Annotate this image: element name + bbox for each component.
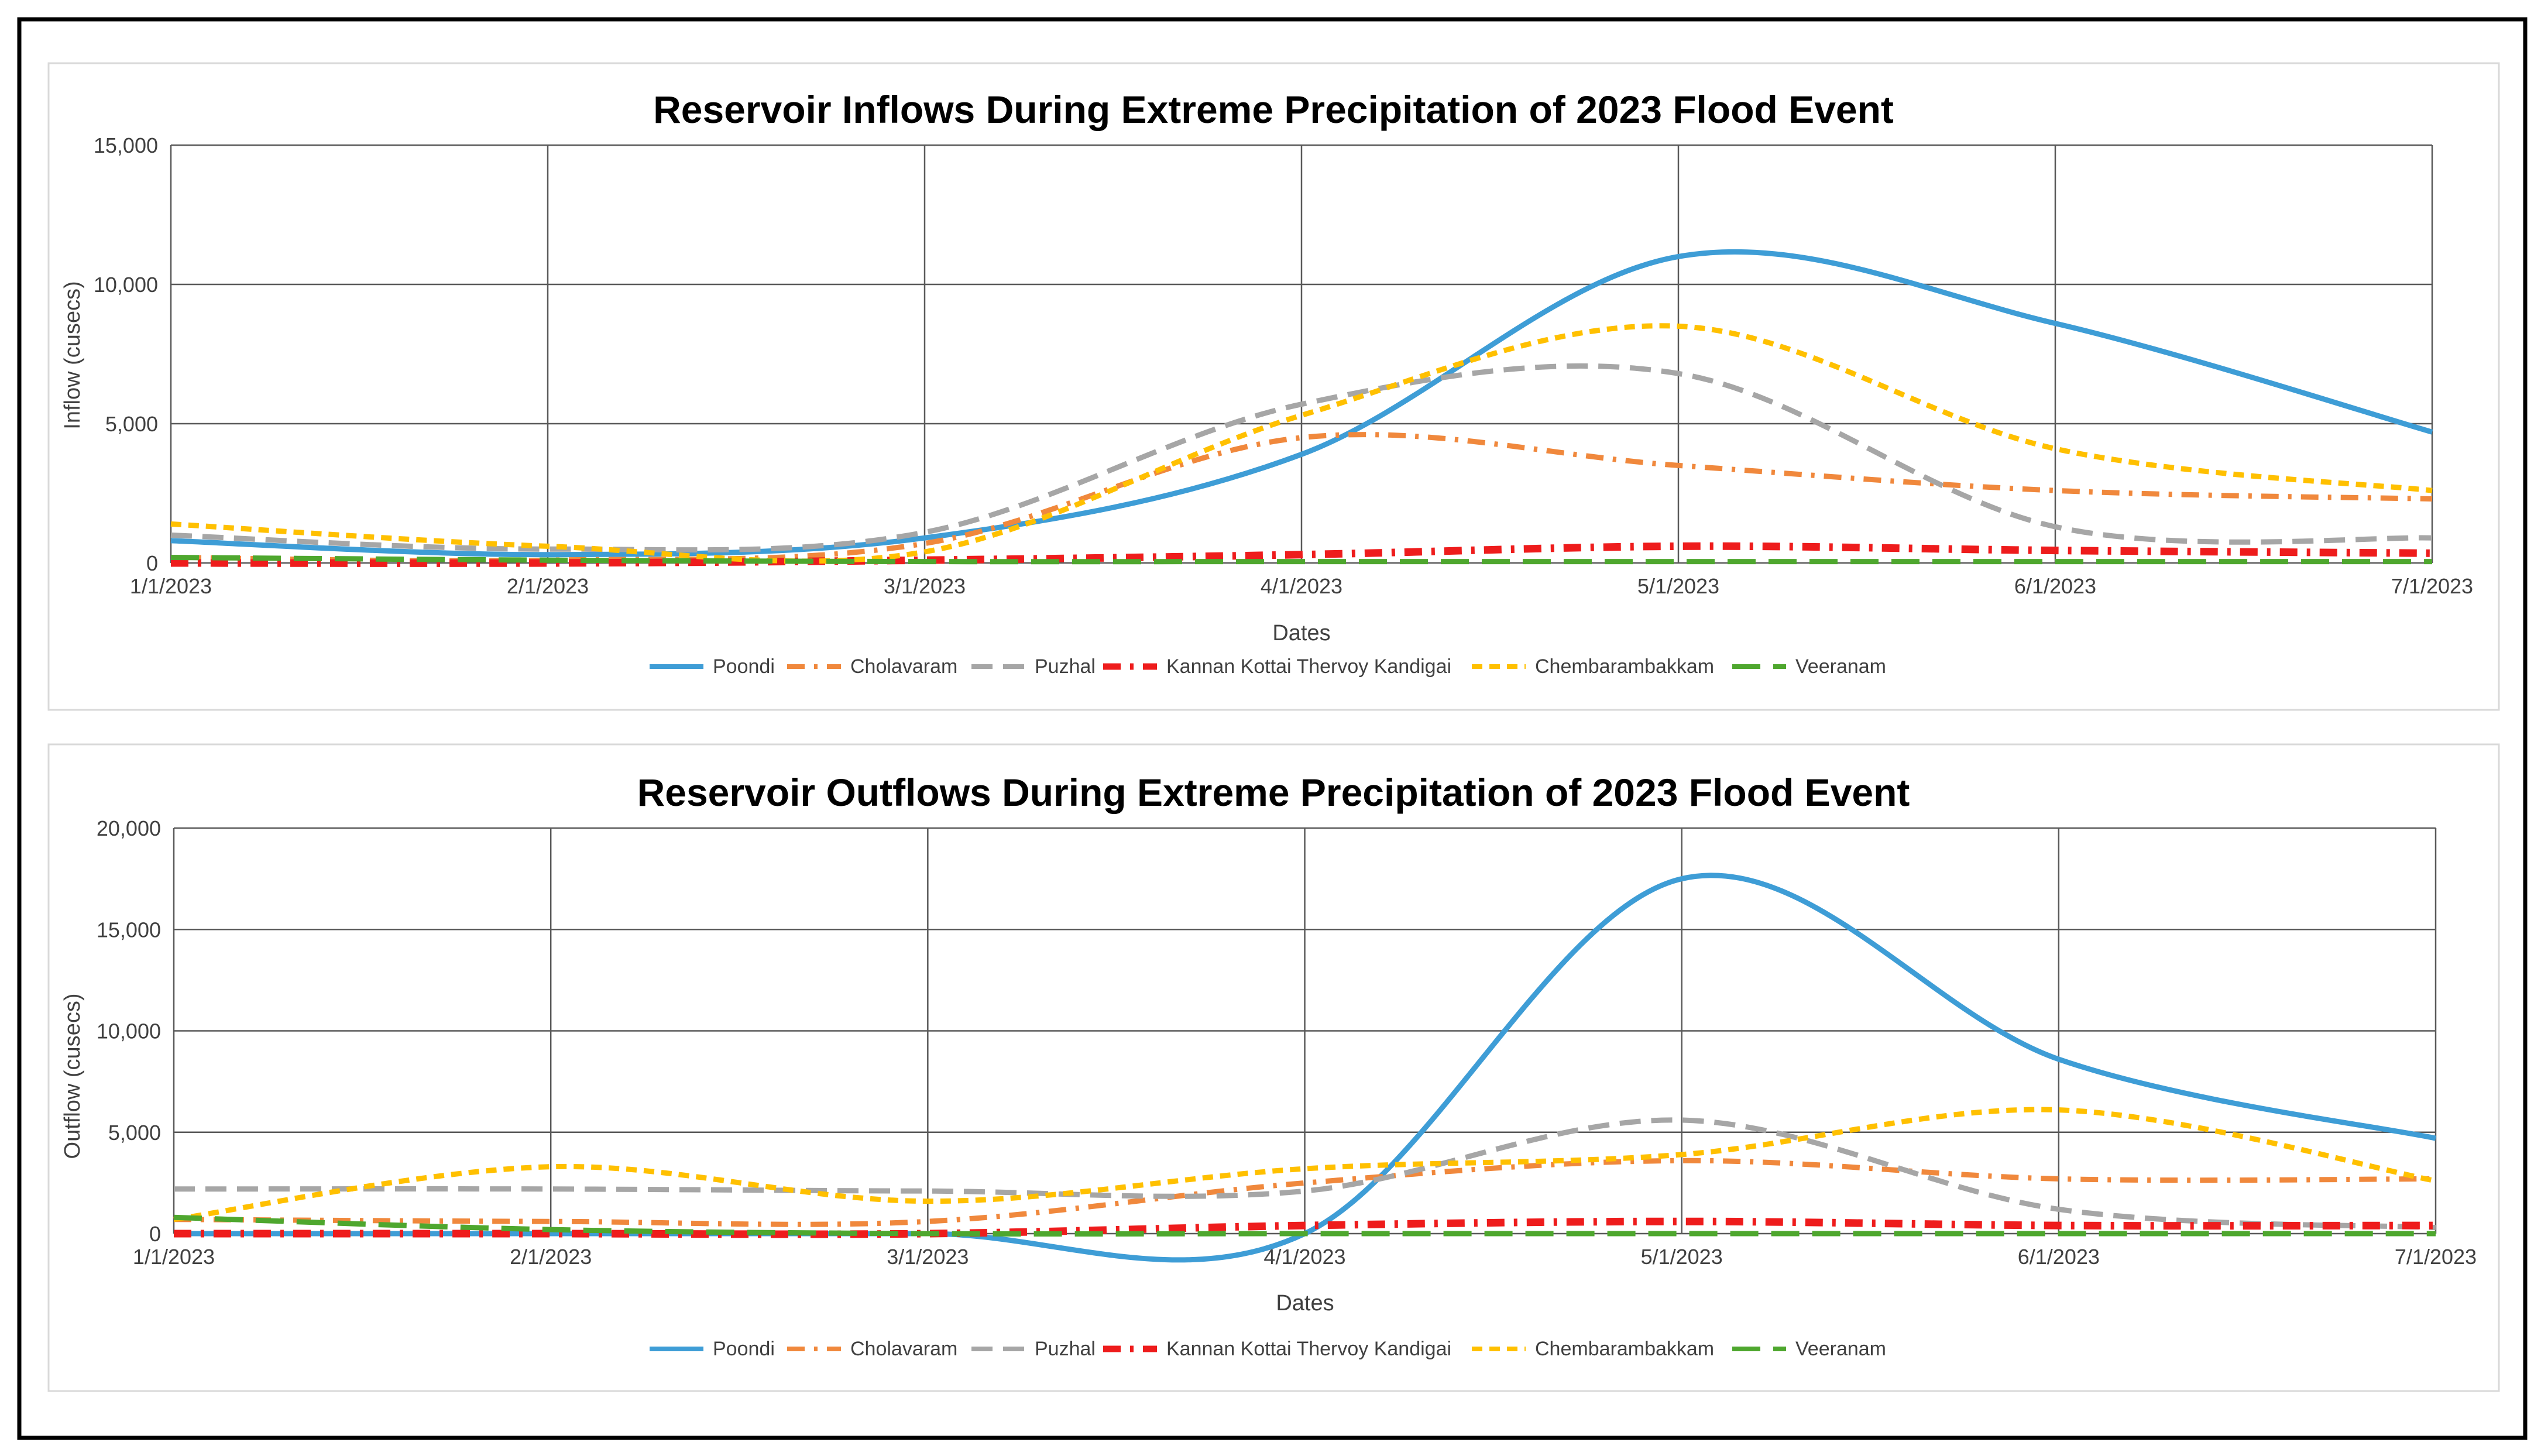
outflow-chart: Reservoir Outflows During Extreme Precip… — [47, 743, 2500, 1392]
inflow-legend-label-veeranam: Veeranam — [1795, 655, 1886, 678]
outflow-x-tick-label: 4/1/2023 — [1263, 1245, 1345, 1269]
outflow-x-tick-label: 6/1/2023 — [2018, 1245, 2100, 1269]
outflow-y-tick-label: 15,000 — [97, 918, 161, 942]
outflow-legend-label-chembarambakkam: Chembarambakkam — [1535, 1338, 1714, 1360]
inflow-chart: Reservoir Inflows During Extreme Precipi… — [47, 62, 2500, 711]
outflow-x-tick-label: 1/1/2023 — [133, 1245, 215, 1269]
inflow-x-axis-label: Dates — [1272, 621, 1330, 645]
inflow-legend-label-poondi: Poondi — [713, 655, 775, 678]
inflow-y-tick-label: 10,000 — [94, 273, 158, 297]
inflow-chart-title: Reservoir Inflows During Extreme Precipi… — [653, 88, 1894, 131]
outflow-series-veeranam — [173, 1214, 2436, 1237]
outflow-legend-label-poondi: Poondi — [713, 1338, 775, 1360]
outflow-x-tick-label: 5/1/2023 — [1641, 1245, 1723, 1269]
inflow-series-chembarambakkam — [170, 323, 2433, 564]
inflow-series-poondi — [170, 249, 2433, 558]
inflow-legend-label-cholavaram: Cholavaram — [850, 655, 957, 678]
inflow-y-tick-label: 5,000 — [105, 412, 158, 436]
outflow-x-tick-label: 7/1/2023 — [2395, 1245, 2477, 1269]
outflow-x-axis-label: Dates — [1276, 1291, 1334, 1316]
inflow-x-tick-label: 1/1/2023 — [130, 574, 212, 598]
outflow-chart-border — [47, 743, 2500, 1392]
inflow-legend: Poondi Cholavaram Puzhal Kannan Kottai Ther… — [650, 655, 1886, 678]
outflow-series-puzhal — [173, 1117, 2436, 1231]
inflow-legend-label-chembarambakkam: Chembarambakkam — [1535, 655, 1714, 678]
inflow-chart-border — [47, 62, 2500, 711]
outflow-series-kannan-kottai-thervoy-kandigai — [174, 1217, 2436, 1238]
outflow-legend: Poondi Cholavaram Puzhal Kannan Kottai Ther… — [650, 1338, 1886, 1360]
inflow-x-tick-label: 5/1/2023 — [1637, 574, 1719, 598]
inflow-series-veeranam — [170, 555, 2432, 565]
inflow-x-tick-label: 2/1/2023 — [507, 574, 589, 598]
inflow-x-tick-label: 3/1/2023 — [884, 574, 966, 598]
outflow-legend-label-puzhal: Puzhal — [1035, 1338, 1096, 1360]
inflow-legend-label-kannan-kottai-thervoy-kandigai: Kannan Kottai Thervoy Kandigai — [1166, 655, 1451, 678]
inflow-x-tick-label: 6/1/2023 — [2014, 574, 2096, 598]
outflow-y-tick-label: 20,000 — [97, 816, 161, 840]
outflow-x-tick-label: 2/1/2023 — [510, 1245, 592, 1269]
outflow-y-tick-label: 0 — [149, 1222, 161, 1246]
inflow-y-tick-label: 0 — [146, 551, 158, 575]
outflow-y-tick-label: 5,000 — [108, 1121, 161, 1145]
inflow-y-tick-label: 15,000 — [94, 133, 158, 157]
inflow-x-tick-label: 4/1/2023 — [1261, 574, 1342, 598]
inflow-series-puzhal — [170, 363, 2433, 553]
outflow-legend-label-veeranam: Veeranam — [1795, 1338, 1886, 1360]
inflow-y-axis-label: Inflow (cusecs) — [60, 281, 85, 429]
outflow-chart-title: Reservoir Outflows During Extreme Precip… — [637, 771, 1910, 814]
outflow-y-tick-label: 10,000 — [97, 1019, 161, 1043]
outflow-y-axis-label: Outflow (cusecs) — [60, 994, 85, 1159]
inflow-x-tick-label: 7/1/2023 — [2391, 574, 2473, 598]
outflow-x-tick-label: 3/1/2023 — [887, 1245, 969, 1269]
outflow-legend-label-cholavaram: Cholavaram — [850, 1338, 957, 1360]
inflow-legend-label-puzhal: Puzhal — [1035, 655, 1096, 678]
outflow-legend-label-kannan-kottai-thervoy-kandigai: Kannan Kottai Thervoy Kandigai — [1166, 1338, 1451, 1360]
inflow-series-kannan-kottai-thervoy-kandigai — [170, 542, 2433, 567]
